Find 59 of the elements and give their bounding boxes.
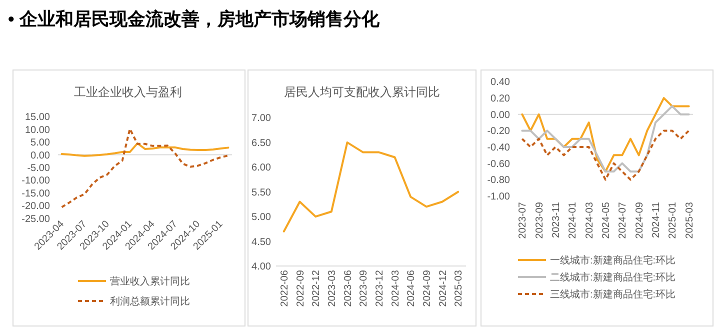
y-tick-label: 5.00 — [30, 138, 50, 149]
y-tick-label: 15.00 — [24, 112, 50, 124]
y-tick-label: 0.00 — [490, 110, 510, 121]
x-tick-label: 2023-12 — [374, 270, 386, 307]
legend-label: 利润总额累计同比 — [110, 296, 190, 308]
x-tick-label: 2024-12 — [438, 270, 449, 307]
chart-title: 工业企业收入与盈利 — [74, 85, 182, 99]
y-tick-label: -1.00 — [487, 192, 510, 202]
y-tick-label: -15.00 — [22, 188, 50, 200]
y-tick-label: 0.40 — [490, 77, 510, 88]
x-tick-label: 2024-09 — [634, 202, 646, 239]
y-tick-label: -0.20 — [487, 126, 510, 138]
line-series — [60, 128, 230, 208]
x-tick-label: 2025-01 — [668, 202, 679, 239]
x-tick-label: 2023-09 — [358, 270, 370, 307]
line-series — [282, 141, 460, 232]
x-tick-label: 2022-09 — [295, 270, 306, 307]
legend-label: 营业收入累计同比 — [110, 276, 190, 288]
legend-label: 一线城市:新建商品住宅:环比 — [550, 254, 676, 266]
legend-label: 二线城市:新建商品住宅:环比 — [550, 272, 676, 284]
x-tick-label: 2024-03 — [584, 202, 596, 239]
y-tick-label: 6.00 — [252, 162, 272, 174]
x-tick-label: 2023-11 — [551, 202, 562, 238]
x-tick-label: 2024-09 — [422, 270, 433, 307]
y-tick-label: -25.00 — [22, 214, 50, 225]
y-tick-label: 0.00 — [30, 150, 50, 162]
x-tick-label: 2024-11 — [651, 202, 662, 238]
x-tick-label: 2023-03 — [326, 270, 338, 307]
y-tick-label: 6.50 — [252, 138, 272, 149]
y-tick-label: 4.00 — [252, 262, 272, 272]
x-tick-label: 2023-06 — [342, 270, 354, 307]
y-tick-label: -5.00 — [27, 163, 50, 174]
y-tick-label: -0.80 — [487, 175, 510, 186]
y-tick-label: 5.50 — [252, 187, 272, 198]
y-tick-label: 4.50 — [252, 236, 272, 248]
x-tick-label: 2022-06 — [279, 270, 290, 307]
x-tick-label: 2024-01 — [568, 202, 579, 239]
y-tick-label: 10.00 — [24, 124, 50, 136]
x-tick-label: 2025-03 — [454, 270, 465, 307]
y-tick-label: 5.00 — [252, 212, 272, 224]
y-tick-label: -20.00 — [22, 201, 50, 212]
x-tick-label: 2022-12 — [311, 270, 322, 307]
y-tick-label: -0.40 — [487, 142, 510, 154]
y-tick-label: -10.00 — [22, 176, 50, 187]
y-tick-label: 7.00 — [252, 113, 272, 124]
chart-title: 居民人均可支配收入累计同比 — [284, 85, 440, 99]
x-tick-label: 2023-09 — [534, 202, 546, 239]
x-tick-label: 2024-06 — [406, 270, 418, 307]
x-tick-label: 2024-03 — [390, 270, 402, 307]
line-series — [60, 142, 230, 157]
y-tick-label: -0.60 — [487, 158, 510, 170]
x-tick-label: 2024-07 — [618, 202, 629, 239]
line-series — [521, 130, 690, 181]
x-tick-label: 2024-05 — [601, 202, 612, 239]
x-tick-label: 2023-07 — [518, 202, 529, 239]
text: • 企业和居民现金流改善，房地产市场销售分化 — [8, 9, 380, 29]
x-tick-label: 2025-03 — [684, 202, 696, 239]
legend-label: 三线城市:新建商品住宅:环比 — [550, 288, 676, 300]
y-tick-label: 0.20 — [490, 94, 510, 105]
